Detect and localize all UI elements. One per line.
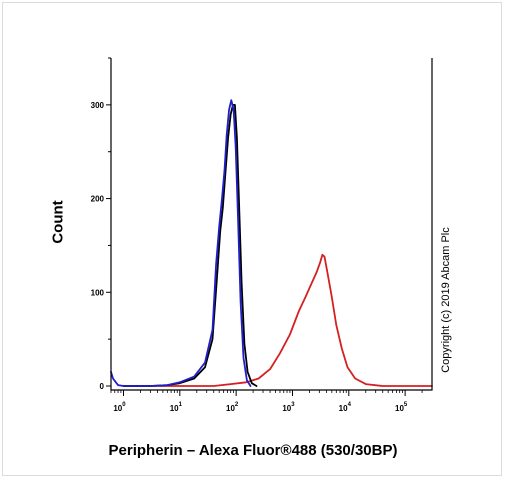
x-tick-label: 102 <box>226 402 239 413</box>
figure-frame <box>2 2 502 476</box>
axes-layer: 0 100 200 300 100 101 102 103 104 105 <box>91 57 433 413</box>
x-tick-label: 100 <box>113 402 126 413</box>
copyright-watermark: Copyright (c) 2019 Abcam Plc <box>440 227 452 373</box>
histogram-series-line <box>122 104 258 387</box>
x-tick-label: 105 <box>395 402 408 413</box>
histogram-series-line <box>110 99 252 387</box>
histogram-series-line <box>122 253 433 387</box>
y-tick-label: 200 <box>91 195 105 204</box>
y-axis-title: Count <box>49 200 67 244</box>
x-axis-title: Peripherin – Alexa Fluor®488 (530/30BP) <box>108 442 398 459</box>
x-tick-label: 104 <box>339 402 352 413</box>
y-tick-label: 100 <box>91 288 105 297</box>
x-tick-label: 101 <box>170 402 183 413</box>
series-layer <box>110 99 433 387</box>
y-tick-label: 0 <box>100 382 105 391</box>
y-tick-label: 300 <box>91 101 105 110</box>
x-tick-label: 103 <box>282 402 295 413</box>
plot-border <box>110 58 433 391</box>
